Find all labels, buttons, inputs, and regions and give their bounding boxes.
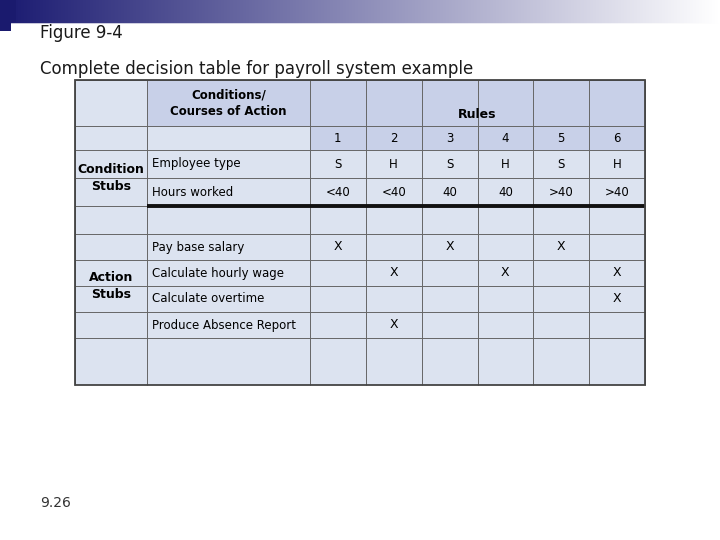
- Bar: [310, 80, 645, 150]
- Text: >40: >40: [605, 186, 629, 199]
- Text: >40: >40: [549, 186, 574, 199]
- Text: 40: 40: [442, 186, 457, 199]
- Bar: [0, 0, 16, 22]
- Text: Complete decision table for payroll system example: Complete decision table for payroll syst…: [40, 60, 473, 78]
- Text: Produce Absence Report: Produce Absence Report: [152, 319, 296, 332]
- Text: Hours worked: Hours worked: [152, 186, 233, 199]
- Bar: [75, 80, 645, 385]
- Text: Condition
Stubs: Condition Stubs: [78, 163, 145, 193]
- Text: 4: 4: [502, 132, 509, 145]
- Text: 40: 40: [498, 186, 513, 199]
- Text: X: X: [333, 240, 342, 253]
- Text: <40: <40: [382, 186, 406, 199]
- Text: S: S: [446, 158, 454, 171]
- Bar: [75, 80, 645, 385]
- Bar: [0, 22, 11, 31]
- Text: Figure 9-4: Figure 9-4: [40, 24, 122, 42]
- Text: X: X: [557, 240, 566, 253]
- Text: X: X: [390, 267, 398, 280]
- Text: Pay base salary: Pay base salary: [152, 240, 244, 253]
- Text: X: X: [501, 267, 510, 280]
- Text: X: X: [390, 319, 398, 332]
- Text: S: S: [557, 158, 565, 171]
- Text: H: H: [501, 158, 510, 171]
- Text: Calculate overtime: Calculate overtime: [152, 293, 264, 306]
- Text: S: S: [334, 158, 341, 171]
- Text: <40: <40: [325, 186, 351, 199]
- Text: 1: 1: [334, 132, 342, 145]
- Bar: [147, 80, 310, 126]
- Text: 3: 3: [446, 132, 454, 145]
- Text: X: X: [613, 293, 621, 306]
- Text: Employee type: Employee type: [152, 158, 240, 171]
- Text: Action
Stubs: Action Stubs: [89, 271, 133, 301]
- Text: X: X: [613, 267, 621, 280]
- Text: X: X: [445, 240, 454, 253]
- Text: 9.26: 9.26: [40, 496, 71, 510]
- Text: 2: 2: [390, 132, 397, 145]
- Text: 6: 6: [613, 132, 621, 145]
- Text: Calculate hourly wage: Calculate hourly wage: [152, 267, 284, 280]
- Text: H: H: [613, 158, 621, 171]
- Text: Conditions/
Courses of Action: Conditions/ Courses of Action: [170, 88, 287, 118]
- Text: 5: 5: [557, 132, 565, 145]
- Text: H: H: [390, 158, 398, 171]
- Text: Rules: Rules: [458, 109, 497, 122]
